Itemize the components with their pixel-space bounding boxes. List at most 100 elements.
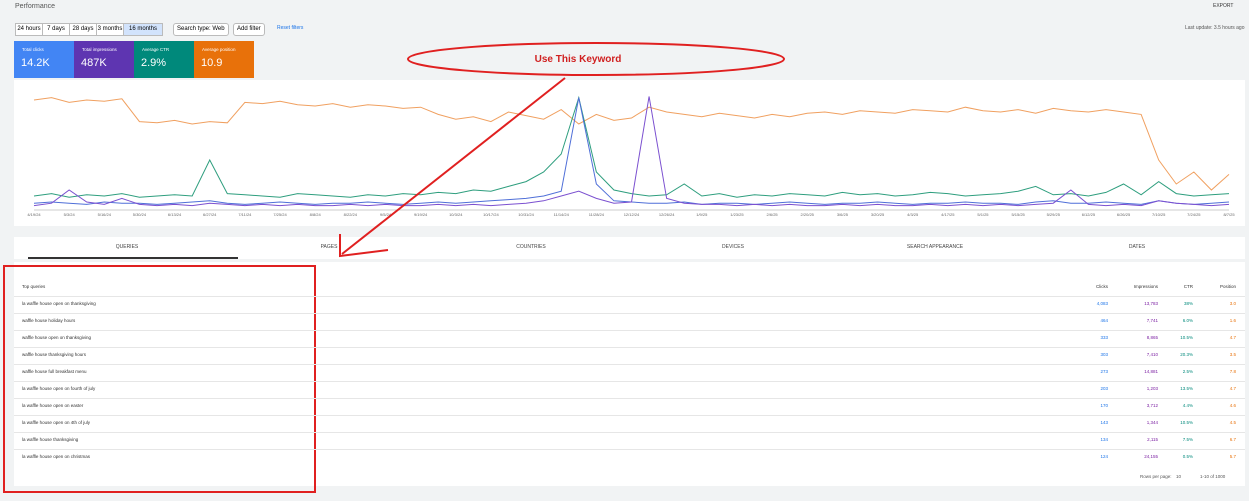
tab[interactable]: DEVICES xyxy=(722,244,744,250)
range-chip[interactable]: 28 days xyxy=(69,23,97,36)
x-tick-label: 11/28/24 xyxy=(589,212,605,217)
card-label: Total impressions xyxy=(82,47,117,52)
column-header[interactable]: Impressions xyxy=(1133,284,1158,289)
column-header[interactable]: CTR xyxy=(1183,284,1193,289)
tab-underline xyxy=(28,257,238,259)
table-panel xyxy=(14,262,1245,486)
card-value: 10.9 xyxy=(201,57,223,69)
export[interactable]: EXPORT xyxy=(1213,3,1234,9)
series-line xyxy=(33,95,1230,198)
row-divider xyxy=(14,449,1245,450)
x-tick-label: 7/25/24 xyxy=(273,212,287,217)
metric-cell: 3.0 xyxy=(1229,301,1236,306)
x-tick-label: 9/19/24 xyxy=(414,212,428,217)
card-value: 14.2K xyxy=(21,57,50,69)
summary-card[interactable]: Total clicks 14.2K xyxy=(14,41,74,78)
x-tick-label: 6/27/24 xyxy=(203,212,217,217)
add-filter[interactable]: Add filter xyxy=(233,23,265,36)
metric-cell: 10.5% xyxy=(1180,420,1193,425)
reset-filters[interactable]: Reset filters xyxy=(277,25,304,31)
metric-cell: 134 xyxy=(1100,437,1108,442)
card-label: Total clicks xyxy=(22,47,44,52)
metric-cell: 6.0% xyxy=(1182,318,1193,323)
x-tick-label: 12/26/24 xyxy=(659,212,675,217)
row-divider xyxy=(14,415,1245,416)
metric-cell: 6.7 xyxy=(1229,437,1236,442)
card-label: Average position xyxy=(202,47,236,52)
x-tick-label: 7/11/24 xyxy=(238,212,252,217)
tab[interactable]: DATES xyxy=(1128,244,1146,250)
metric-cell: 7,741 xyxy=(1146,318,1158,323)
query-cell[interactable]: la waffle house open on thanksgiving xyxy=(22,301,96,306)
metric-cell: 7.5% xyxy=(1182,437,1193,442)
column-header: Top queries xyxy=(22,284,46,289)
x-tick-label: 8/7/25 xyxy=(1223,212,1235,217)
metric-cell: 4,083 xyxy=(1096,301,1108,306)
column-header[interactable]: Position xyxy=(1219,284,1236,289)
query-cell[interactable]: waffle house open on thanksgiving xyxy=(22,335,91,340)
arrow xyxy=(341,77,566,255)
last-update: Last update: 3.5 hours ago xyxy=(1185,25,1245,31)
annotation-text: Use This Keyword xyxy=(535,54,622,65)
metric-cell: 464 xyxy=(1100,318,1108,323)
x-tick-label: 6/26/25 xyxy=(1117,212,1131,217)
metric-cell: 3.5 xyxy=(1229,352,1236,357)
x-tick-label: 4/17/25 xyxy=(941,212,955,217)
x-tick-label: 8/22/24 xyxy=(344,212,358,217)
metric-cell: 38% xyxy=(1183,301,1193,306)
tab[interactable]: COUNTRIES xyxy=(516,244,546,250)
metric-cell: 0.5% xyxy=(1182,454,1193,459)
x-tick-label: 11/14/24 xyxy=(554,212,570,217)
query-cell[interactable]: la waffle house thanksgiving xyxy=(22,437,79,442)
summary-card[interactable]: Average CTR 2.9% xyxy=(134,41,194,78)
range-chip[interactable]: 16 months xyxy=(123,23,163,36)
metric-cell: 4.6 xyxy=(1229,403,1236,408)
metric-cell: 14,881 xyxy=(1144,369,1158,374)
query-cell[interactable]: la waffle house open on christmas xyxy=(22,454,90,459)
range-chip[interactable]: 24 hours xyxy=(15,23,43,36)
chart: 4/19/24 5/3/24 5/16/24 5/30/24 6/13/24 6/27/2… xyxy=(27,95,1235,217)
page-size[interactable]: 10 xyxy=(1176,474,1182,479)
title: Performance xyxy=(15,3,56,10)
x-tick-label: 6/13/24 xyxy=(168,212,182,217)
card-label: Average CTR xyxy=(142,47,170,52)
query-cell[interactable]: la waffle house open on fourth of july xyxy=(22,386,96,391)
metric-cell: 303 xyxy=(1100,352,1108,357)
metric-cell: 170 xyxy=(1100,403,1108,408)
query-cell[interactable]: waffle house holiday hours xyxy=(22,318,76,323)
column-header[interactable]: Clicks xyxy=(1096,284,1108,289)
x-tick-label: 1/23/25 xyxy=(730,212,744,217)
range-chip[interactable]: 3 months xyxy=(96,23,124,36)
row-divider xyxy=(14,296,1245,297)
x-tick-label: 5/30/24 xyxy=(133,212,147,217)
metric-cell: 4.7 xyxy=(1229,335,1236,340)
x-tick-label: 10/17/24 xyxy=(483,212,499,217)
tab[interactable]: QUERIES xyxy=(115,244,139,250)
range-chip[interactable]: 7 days xyxy=(42,23,70,36)
series-line xyxy=(33,96,1230,207)
search-type[interactable]: Search type: Web xyxy=(173,23,229,36)
query-cell[interactable]: waffle house thanksgiving hours xyxy=(22,352,86,357)
x-tick-label: 2/20/25 xyxy=(801,212,815,217)
x-tick-label: 1/9/25 xyxy=(696,212,708,217)
query-cell[interactable]: waffle house full breakfast menu xyxy=(22,369,87,374)
row-divider xyxy=(14,313,1245,314)
metric-cell: 7,410 xyxy=(1146,352,1158,357)
summary-card[interactable]: Total impressions 487K xyxy=(74,41,134,78)
metric-cell: 4.7 xyxy=(1229,386,1236,391)
tab[interactable]: PAGES xyxy=(320,244,338,250)
summary-card[interactable]: Average position 10.9 xyxy=(194,41,254,78)
x-tick-label: 5/3/24 xyxy=(64,212,76,217)
query-cell[interactable]: la waffle house open on easter xyxy=(22,403,84,408)
query-cell[interactable]: la waffle house open on 4th of july xyxy=(22,420,90,425)
x-tick-label: 10/31/24 xyxy=(518,212,534,217)
tab[interactable]: SEARCH APPEARANCE xyxy=(906,244,964,250)
metric-cell: 24,155 xyxy=(1144,454,1158,459)
row-divider xyxy=(14,347,1245,348)
metric-cell: 4.5 xyxy=(1229,420,1236,425)
metric-cell: 143 xyxy=(1100,420,1108,425)
row-divider xyxy=(14,381,1245,382)
highlight-box xyxy=(3,265,316,493)
x-tick-label: 9/5/24 xyxy=(380,212,392,217)
